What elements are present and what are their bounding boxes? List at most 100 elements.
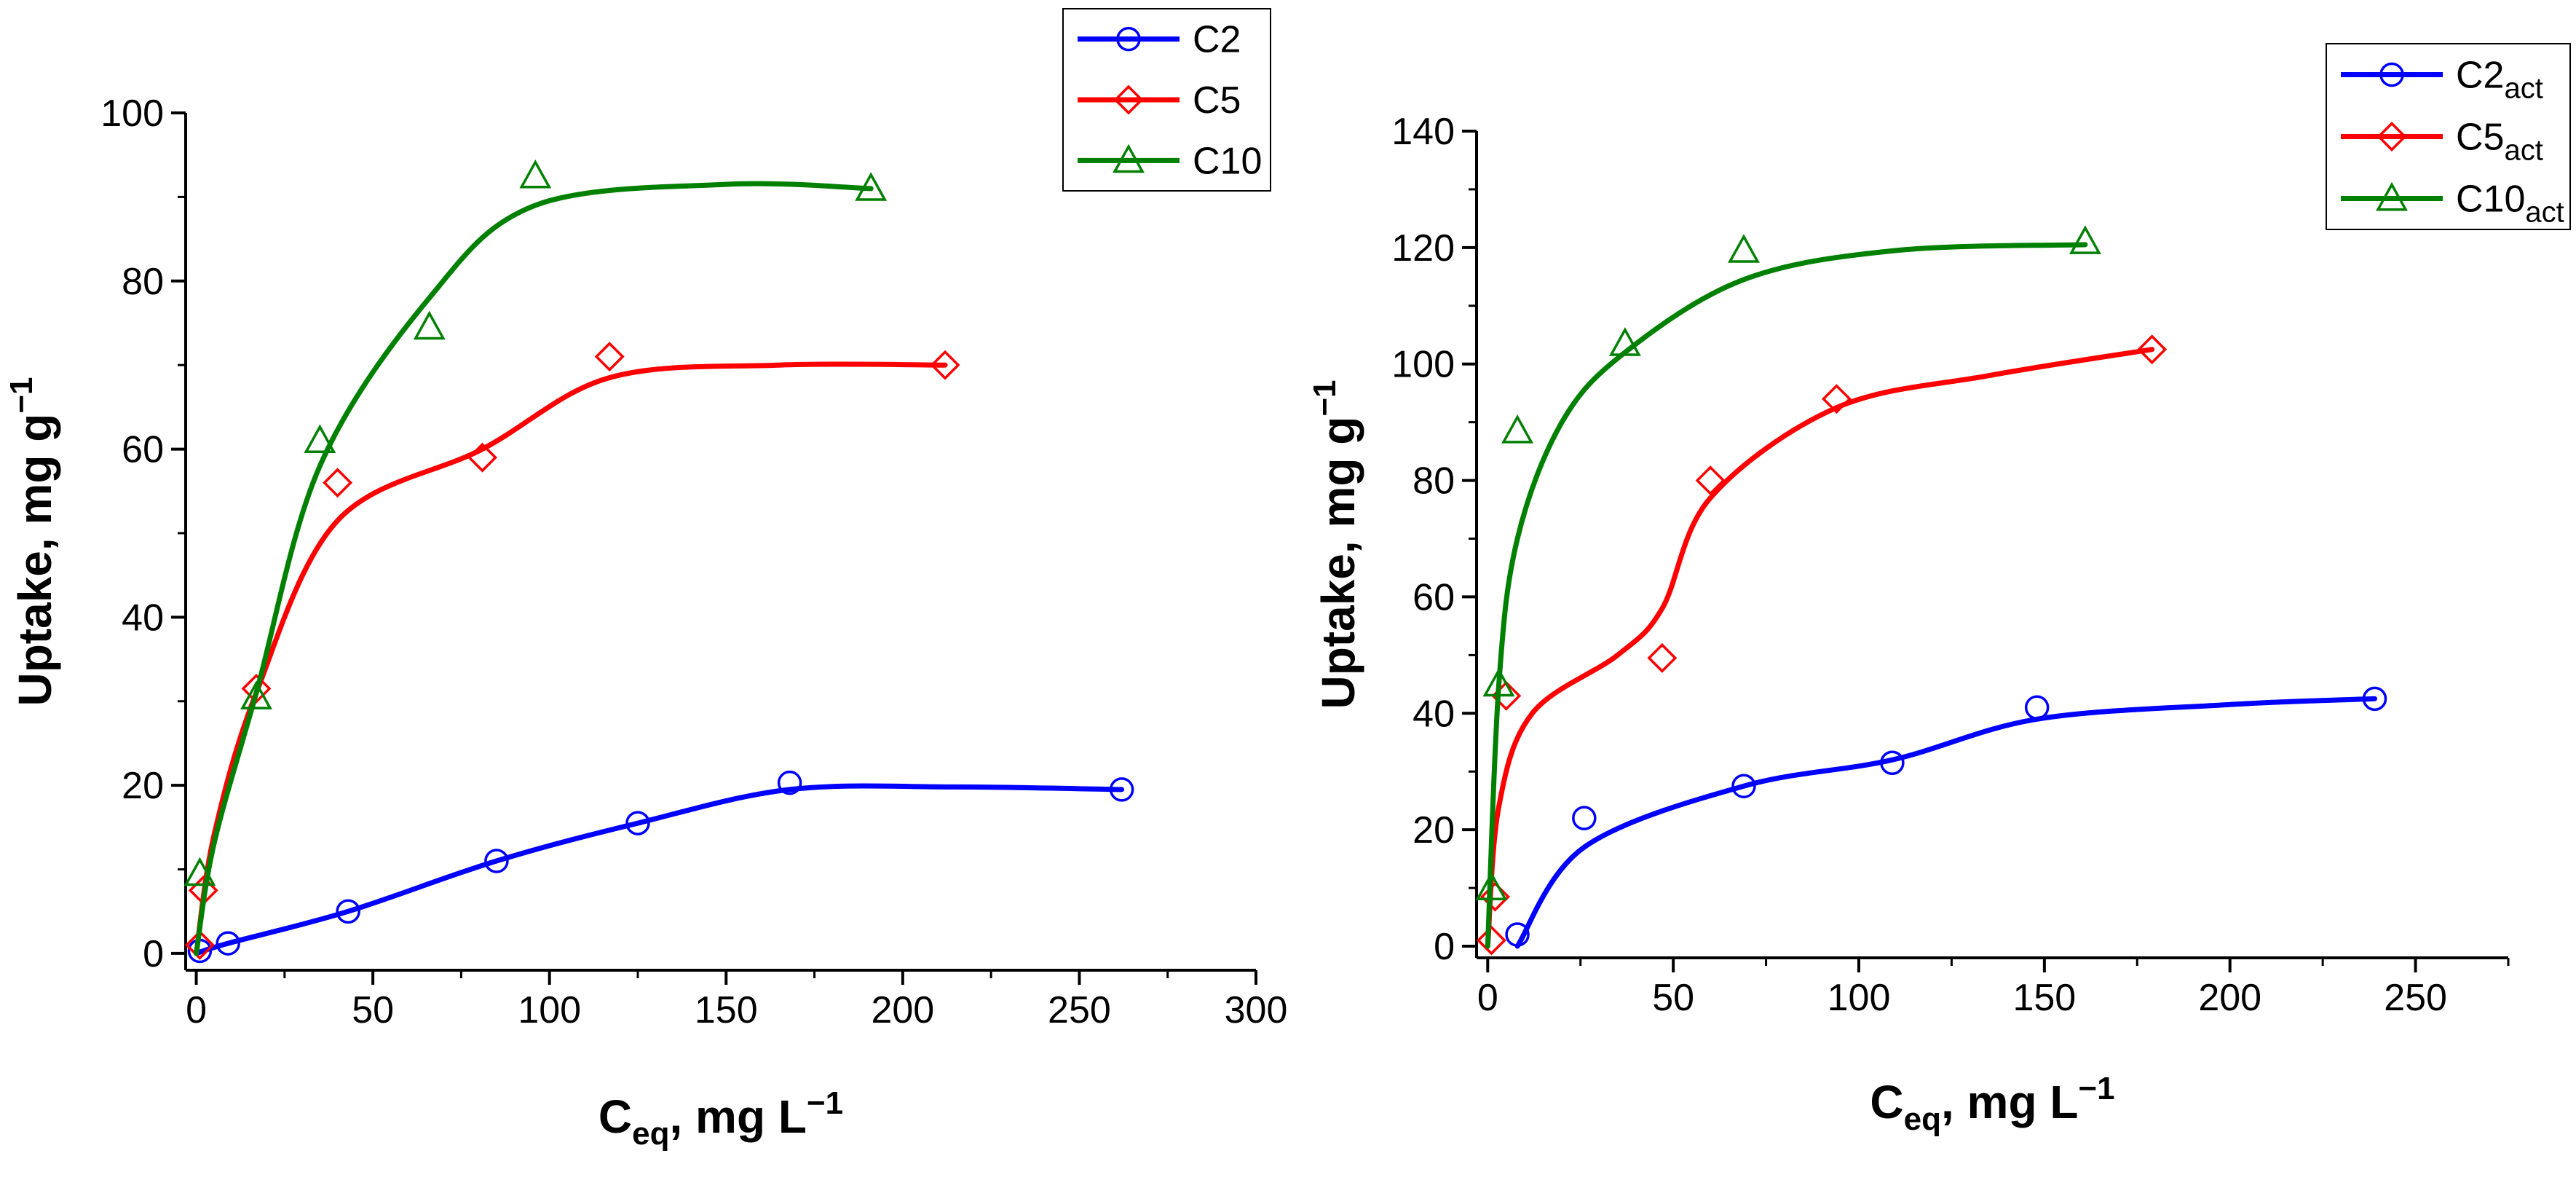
x-axis-title: Ceq, mg L−1 xyxy=(1870,1071,2114,1137)
y-axis-title-main: Uptake, mg g xyxy=(1312,417,1364,709)
y-tick-label: 40 xyxy=(1413,693,1455,735)
legend-label-main: C5 xyxy=(1193,79,1241,122)
data-point xyxy=(2362,686,2387,712)
fit-line xyxy=(1485,347,2155,949)
series-c2-act xyxy=(1505,686,2387,949)
y-tick-label: 140 xyxy=(1391,111,1455,153)
data-point xyxy=(467,442,497,473)
x-tick-label: 250 xyxy=(2384,977,2447,1019)
data-point xyxy=(2024,695,2050,720)
data-point xyxy=(240,680,273,709)
x-tick-label: 100 xyxy=(518,989,581,1031)
x-tick-label: 200 xyxy=(871,989,934,1031)
y-tick-label: 80 xyxy=(122,261,164,303)
y-tick-label: 60 xyxy=(122,429,164,471)
data-point xyxy=(519,159,552,189)
fit-line xyxy=(1485,242,2088,949)
data-point xyxy=(1505,922,1530,947)
data-point xyxy=(336,899,360,924)
y-axis-title: Uptake, mg g−1 xyxy=(1307,379,1364,709)
x-axis-title-rest: , mg L xyxy=(1941,1076,2078,1128)
series-c2 xyxy=(187,770,1134,964)
fit-line xyxy=(194,783,1125,956)
data-point xyxy=(1608,327,1641,356)
data-point xyxy=(304,424,336,453)
series-c10-act xyxy=(1475,225,2101,949)
x-axis-title-main: C xyxy=(598,1090,632,1143)
y-tick-label: 20 xyxy=(1413,809,1455,851)
y-tick-label: 0 xyxy=(1434,926,1455,968)
legend-label: C10act xyxy=(2456,178,2564,229)
data-point xyxy=(484,849,509,873)
legend-label: C2 xyxy=(1193,19,1241,61)
x-tick-label: 100 xyxy=(1828,977,1891,1019)
y-tick-label: 20 xyxy=(122,765,164,807)
data-point xyxy=(1475,871,1508,901)
y-tick-label: 60 xyxy=(1413,576,1455,618)
legend-label-main: C10 xyxy=(2456,178,2525,221)
x-axis-title-sup: −1 xyxy=(807,1085,843,1121)
fit-line xyxy=(194,361,948,956)
x-axis-title-sup: −1 xyxy=(2078,1071,2114,1106)
data-point xyxy=(1695,465,1726,496)
legend-label-sub: act xyxy=(2525,197,2564,229)
y-tick-label: 100 xyxy=(100,93,164,135)
data-point xyxy=(1572,806,1597,830)
legend-marker xyxy=(2376,181,2408,211)
legend-marker xyxy=(1113,143,1145,173)
data-point xyxy=(1476,925,1506,956)
legend-label: C10 xyxy=(1193,140,1262,182)
x-axis-title-sub: eq xyxy=(632,1116,669,1152)
y-axis-title-sup: −1 xyxy=(1307,379,1343,416)
legend-label-main: C5 xyxy=(2456,117,2504,159)
series-c5 xyxy=(184,342,960,960)
legend-label-sub: act xyxy=(2504,73,2543,105)
data-point xyxy=(1880,750,1905,775)
legend: C2 C5 C10 xyxy=(1062,8,1271,192)
fit-line xyxy=(1514,696,2377,949)
y-axis-title-sup: −1 xyxy=(4,377,39,413)
legend-label: C5 xyxy=(1193,79,1241,122)
y-tick-label: 100 xyxy=(1391,344,1455,386)
data-point xyxy=(1482,667,1515,697)
x-tick-label: 250 xyxy=(1048,989,1111,1031)
x-tick-label: 150 xyxy=(695,989,758,1031)
fit-line xyxy=(194,181,874,956)
data-point xyxy=(1647,642,1678,673)
data-point xyxy=(216,931,240,956)
x-axis-title-sub: eq xyxy=(1904,1101,1941,1137)
y-axis-title-main: Uptake, mg g xyxy=(9,414,61,707)
y-tick-label: 120 xyxy=(1391,227,1455,270)
x-tick-label: 150 xyxy=(2012,977,2076,1019)
data-point xyxy=(183,857,216,886)
data-point xyxy=(1109,777,1134,802)
series-c10 xyxy=(183,159,888,956)
x-tick-label: 0 xyxy=(1477,977,1498,1019)
data-point xyxy=(625,811,650,835)
legend-label-main: C10 xyxy=(1193,140,1262,182)
legend-marker xyxy=(1116,26,1141,52)
y-tick-label: 80 xyxy=(1413,460,1455,503)
legend-label: C5act xyxy=(2456,117,2543,167)
legend-marker xyxy=(1113,84,1144,115)
data-point xyxy=(2137,334,2168,365)
legend-marker xyxy=(2377,122,2407,152)
legend-label-sub: act xyxy=(2504,135,2543,167)
data-point xyxy=(1731,774,1756,798)
data-point xyxy=(184,929,215,960)
y-tick-label: 0 xyxy=(143,933,164,975)
x-tick-label: 50 xyxy=(1652,977,1694,1019)
legend-label: C2act xyxy=(2456,55,2543,105)
y-axis-title: Uptake, mg g−1 xyxy=(4,377,61,706)
x-axis-title-rest: , mg L xyxy=(669,1090,806,1143)
data-point xyxy=(323,468,353,498)
series-c5-act xyxy=(1476,334,2168,956)
data-point xyxy=(1728,234,1760,263)
x-axis-title: Ceq, mg L−1 xyxy=(598,1085,843,1152)
x-tick-label: 50 xyxy=(352,989,394,1031)
chart-panel-2: 0 50 100 150 200 250 0 20 40 60 80 100 120 140 Ceq, mg… xyxy=(1307,43,2571,1137)
x-tick-label: 0 xyxy=(186,989,207,1031)
